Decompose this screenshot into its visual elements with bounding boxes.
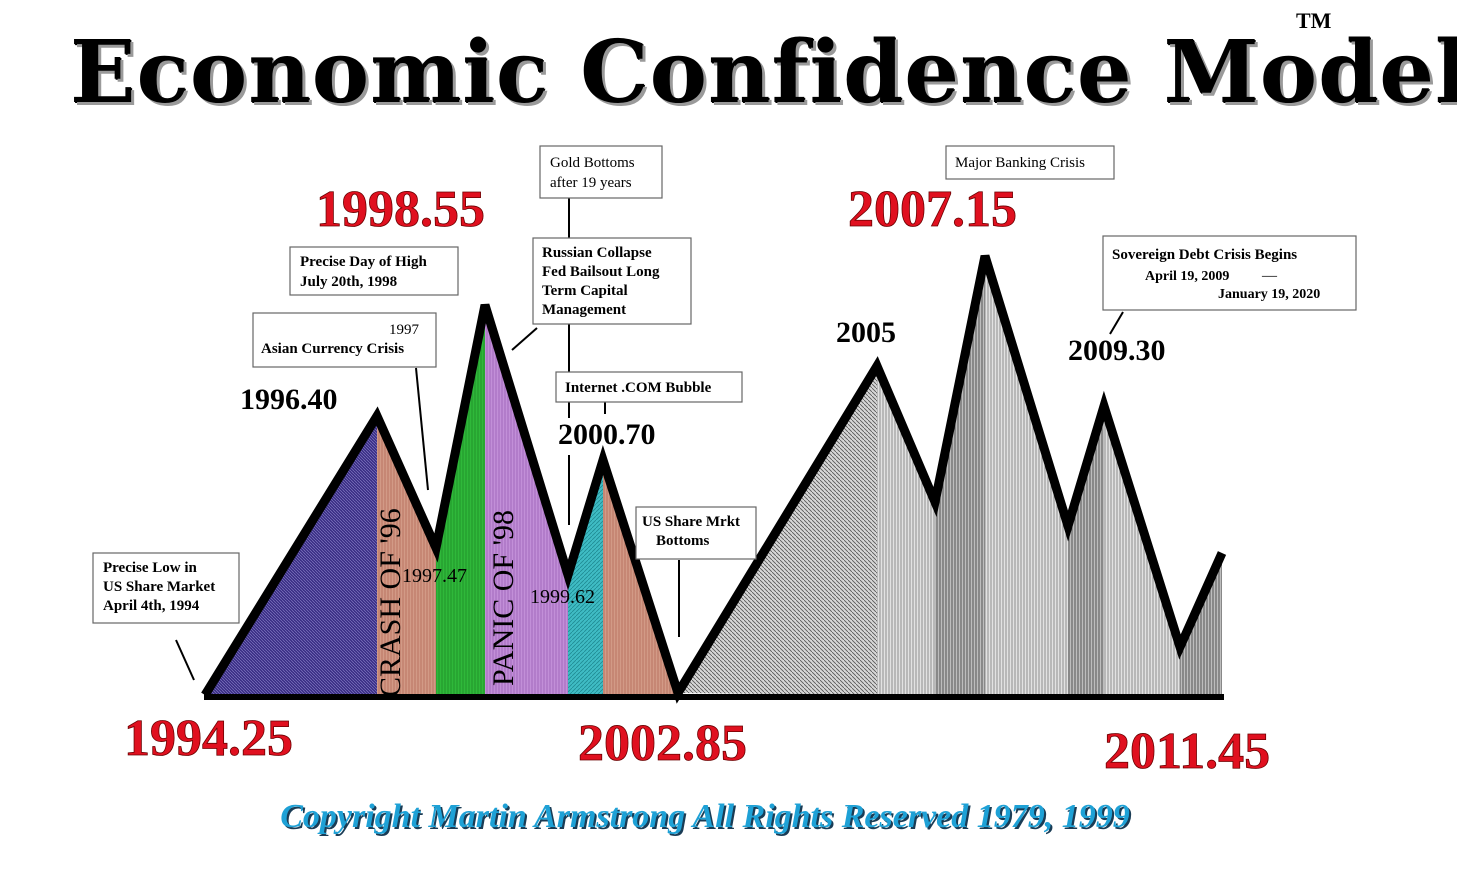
label-1998-55: 1998.55	[316, 181, 485, 238]
svg-text:Gold Bottoms: Gold Bottoms	[550, 155, 635, 171]
svg-text:Russian Collapse: Russian Collapse	[542, 245, 652, 261]
band-2006-rise	[935, 256, 985, 695]
copyright-notice: Copyright Martin Armstrong All Rights Re…	[280, 798, 1130, 835]
annotation-low-1994: Precise Low in US Share Market April 4th…	[92, 552, 240, 624]
svg-text:Precise Day of High: Precise Day of High	[300, 254, 427, 270]
label-2011-45: 2011.45	[1104, 723, 1270, 780]
svg-text:Major Banking Crisis: Major Banking Crisis	[955, 155, 1085, 171]
dip-1997-label: 1997.47	[402, 565, 467, 587]
label-2009-30: 2009.30	[1068, 334, 1166, 367]
crash-of-96-label: CRASH OF '96	[374, 508, 407, 697]
svg-text:Precise Low in: Precise Low in	[103, 560, 198, 576]
svg-text:US Share Market: US Share Market	[103, 579, 215, 595]
svg-text:Bottoms: Bottoms	[656, 533, 709, 549]
annotation-asian-crisis: 1997 Asian Currency Crisis	[252, 312, 437, 368]
svg-text:after 19 years: after 19 years	[550, 175, 632, 191]
dip-1999-label: 1999.62	[530, 586, 595, 608]
label-1996-40: 1996.40	[240, 383, 338, 416]
band-2007-fall	[985, 256, 1068, 695]
band-1999-rise	[568, 460, 603, 695]
annotation-russian-collapse: Russian Collapse Fed Bailsout Long Term …	[532, 237, 692, 325]
annotation-internet-bubble: Internet .COM Bubble	[555, 371, 743, 403]
label-2007-15: 2007.15	[848, 181, 1017, 238]
svg-text:July 20th, 1998: July 20th, 1998	[300, 274, 397, 290]
confidence-wave	[201, 254, 1227, 704]
svg-text:Sovereign Debt Crisis Begins: Sovereign Debt Crisis Begins	[1112, 247, 1297, 263]
band-2011-rise	[1180, 553, 1222, 695]
label-1994-25: 1994.25	[124, 710, 293, 767]
svg-text:Internet .COM Bubble: Internet .COM Bubble	[565, 380, 712, 396]
band-1997-rise	[436, 305, 485, 695]
annotation-banking-crisis: Major Banking Crisis	[945, 145, 1115, 180]
band-crash-96	[377, 416, 436, 695]
band-2005-dip	[877, 366, 935, 695]
label-2002-85: 2002.85	[578, 715, 747, 772]
pointer-lines	[175, 198, 1124, 681]
svg-text:April 19, 2009: April 19, 2009	[1145, 269, 1229, 284]
label-2005: 2005	[836, 316, 896, 349]
panic-of-98-label: PANIC OF '98	[487, 510, 520, 686]
svg-text:Fed Bailsout Long: Fed Bailsout Long	[542, 264, 660, 280]
annotation-sovereign-debt: Sovereign Debt Crisis Begins April 19, 2…	[1102, 235, 1357, 311]
svg-text:1997: 1997	[389, 322, 420, 338]
annotation-gold-bottoms: Gold Bottoms after 19 years	[539, 145, 663, 199]
svg-text:Term Capital: Term Capital	[542, 283, 628, 299]
annotation-us-bottom: US Share Mrkt Bottoms	[635, 506, 757, 560]
label-2000-70: 2000.70	[558, 418, 656, 451]
svg-text:—: —	[1261, 268, 1278, 284]
svg-text:Management: Management	[542, 302, 626, 318]
band-panic-98	[485, 305, 568, 695]
svg-text:April 4th, 1994: April 4th, 1994	[103, 598, 200, 614]
band-2008-rise	[1068, 406, 1104, 695]
annotation-high-1998: Precise Day of High July 20th, 1998	[289, 246, 459, 296]
trademark: TM	[1296, 8, 1332, 33]
svg-text:January 19, 2020: January 19, 2020	[1218, 287, 1320, 302]
page-title: Economic Confidence Model	[70, 22, 1457, 123]
svg-text:US Share Mrkt: US Share Mrkt	[642, 514, 740, 530]
svg-text:Asian Currency Crisis: Asian Currency Crisis	[261, 341, 404, 357]
